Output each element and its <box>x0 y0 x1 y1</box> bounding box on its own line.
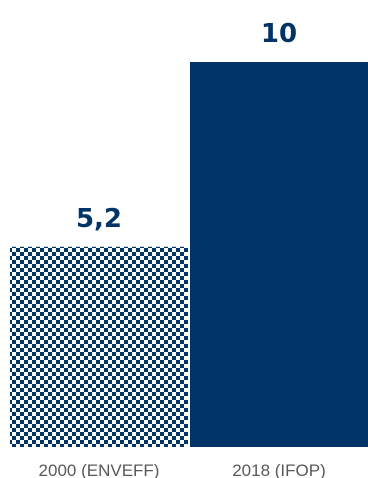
bars-group <box>10 62 368 447</box>
x-axis-ticks: 2000 (ENVEFF) 2018 (IFOP) <box>39 461 326 478</box>
x-tick-label-2018-ifop: 2018 (IFOP) <box>232 461 326 478</box>
value-label-2018-ifop: 10 <box>261 19 297 49</box>
x-tick-label-2000-enveff: 2000 (ENVEFF) <box>39 461 160 478</box>
bar-2000-enveff <box>10 246 188 447</box>
value-label-2000-enveff: 5,2 <box>76 204 122 234</box>
value-labels-group: 5,2 10 <box>76 19 297 234</box>
bar-2018-ifop <box>190 62 368 447</box>
